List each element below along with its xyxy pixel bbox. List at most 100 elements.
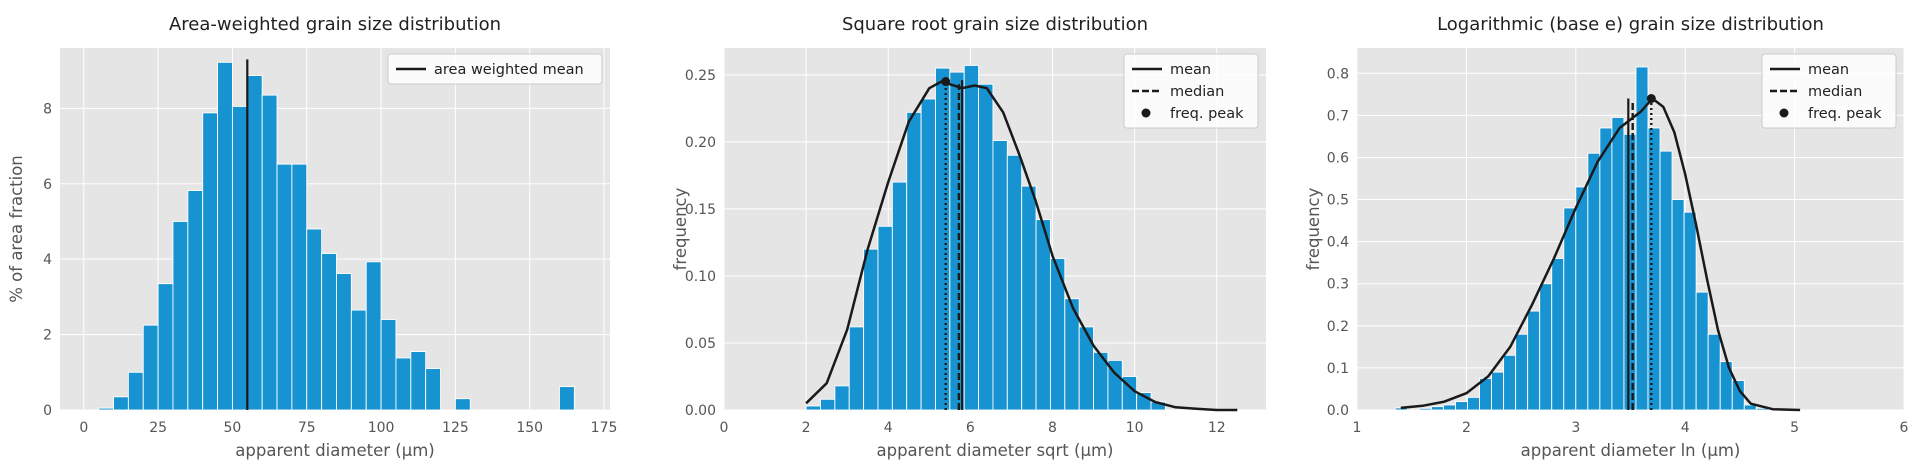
y-tick-label: 0.25	[685, 68, 716, 84]
legend-marker	[1141, 108, 1151, 118]
histogram-bar	[1575, 186, 1589, 411]
histogram-bar	[187, 190, 204, 411]
x-axis-label: apparent diameter sqrt (μm)	[877, 441, 1114, 460]
histogram-bar	[820, 398, 836, 411]
legend-label: freq. peak	[1808, 106, 1882, 122]
histogram-bar	[1539, 283, 1553, 411]
x-tick-label: 6	[966, 420, 975, 436]
x-tick-label: 4	[884, 420, 893, 436]
x-tick-label: 1	[1353, 420, 1362, 436]
y-tick-label: 4	[43, 252, 52, 268]
bars	[805, 64, 1166, 411]
y-tick-label: 0.00	[685, 403, 716, 419]
histogram-bar	[365, 261, 382, 411]
x-tick-label: 2	[802, 420, 811, 436]
x-tick-label: 0	[79, 420, 88, 436]
histogram-bar	[202, 112, 219, 411]
histogram-bar	[1418, 407, 1432, 411]
histogram-bar	[978, 83, 994, 411]
histogram-bar	[1635, 66, 1649, 411]
y-axis-label: frequency	[671, 187, 690, 270]
histogram-bar	[157, 283, 174, 411]
histogram-bar	[291, 163, 308, 411]
legend-box	[387, 53, 603, 85]
y-tick-label: 0.4	[1327, 235, 1349, 251]
histogram-bar	[1623, 133, 1637, 411]
y-axis-label: frequency	[1304, 187, 1323, 270]
x-tick-label: 12	[1208, 420, 1226, 436]
chart-panel-2: 0 2 4 6 8 10 12 0.00 0.05 0.10 0.15 0.20 0.25 Square …	[671, 14, 1266, 460]
legend-label: median	[1808, 84, 1862, 100]
y-tick-label: 0.05	[685, 336, 716, 352]
chart-title: Logarithmic (base e) grain size distribu…	[1437, 14, 1824, 35]
histogram-bar	[1743, 404, 1757, 411]
legend-label: freq. peak	[1170, 106, 1244, 122]
legend-label: mean	[1170, 62, 1211, 78]
bars	[1394, 66, 1769, 411]
y-tick-label: 0.5	[1327, 193, 1349, 209]
histogram-bar	[992, 140, 1008, 411]
legend-label: area weighted mean	[434, 62, 584, 78]
histogram-bar	[1659, 150, 1673, 411]
histogram-bar	[1442, 404, 1456, 411]
histogram-bar	[1695, 291, 1709, 411]
peak-marker	[1646, 94, 1656, 104]
y-axis-label: % of area fraction	[7, 155, 26, 303]
y-tick-label: 0.10	[685, 269, 716, 285]
legend-label: median	[1170, 84, 1224, 100]
peak-marker	[941, 77, 951, 87]
x-tick-label: 8	[1048, 420, 1057, 436]
y-tick-label: 0.6	[1327, 150, 1349, 166]
legend-marker	[1779, 108, 1789, 118]
kde-curve	[1400, 97, 1801, 412]
bars	[98, 61, 575, 411]
y-tick-label: 2	[43, 328, 52, 344]
x-axis-label: apparent diameter ln (μm)	[1521, 441, 1741, 460]
chart-panel-3: 1 2 3 4 5 6 0.0 0.1 0.2 0.3 0.4 0.5 0.6 0.7 0.8 Logarit…	[1304, 14, 1909, 460]
chart-title: Square root grain size distribution	[842, 14, 1148, 35]
x-tick-label: 75	[298, 420, 316, 436]
y-tick-label: 0.0	[1327, 403, 1349, 419]
histogram-bar	[559, 386, 575, 411]
histogram-bar	[276, 163, 293, 411]
histogram-bar	[306, 228, 323, 411]
histogram-bar	[891, 181, 908, 411]
histogram-bar	[906, 111, 922, 411]
histogram-bar	[1455, 401, 1468, 411]
x-tick-label: 4	[1681, 420, 1690, 436]
x-tick-label: 150	[516, 420, 543, 436]
y-tick-label: 0.2	[1327, 319, 1349, 335]
y-tick-label: 0.20	[685, 135, 716, 151]
y-tick-label: 0.1	[1327, 361, 1349, 377]
histogram-bar	[350, 309, 367, 411]
histogram-bar	[1563, 207, 1577, 411]
histogram-bar	[1671, 199, 1685, 411]
legend: area weighted mean	[387, 53, 603, 85]
histogram-bar	[172, 221, 189, 411]
histogram-bar	[454, 398, 471, 411]
x-tick-label: 100	[368, 420, 395, 436]
y-tick-label: 0.8	[1327, 66, 1349, 82]
histogram-bar	[935, 67, 951, 411]
histogram-bar	[1021, 185, 1037, 411]
x-tick-label: 175	[591, 420, 618, 436]
x-tick-label: 3	[1571, 420, 1580, 436]
legend: mean median freq. peak	[1123, 53, 1259, 129]
histogram-bar	[1467, 396, 1480, 411]
y-tick-label: 6	[43, 177, 52, 193]
histogram-bar	[231, 105, 248, 411]
kde-curve	[805, 80, 1238, 412]
x-tick-label: 50	[224, 420, 242, 436]
chart-title: Area-weighted grain size distribution	[169, 14, 501, 35]
x-tick-label: 5	[1790, 420, 1799, 436]
y-tick-label: 0.15	[685, 202, 716, 218]
y-tick-label: 0.7	[1327, 108, 1349, 124]
histogram-bar	[805, 405, 821, 411]
x-tick-label: 10	[1126, 420, 1144, 436]
histogram-bar	[1599, 127, 1613, 411]
histogram-bar	[1527, 310, 1541, 411]
histogram-bar	[1683, 211, 1697, 411]
histogram-bar	[246, 75, 263, 411]
histogram-bar	[1551, 258, 1565, 411]
